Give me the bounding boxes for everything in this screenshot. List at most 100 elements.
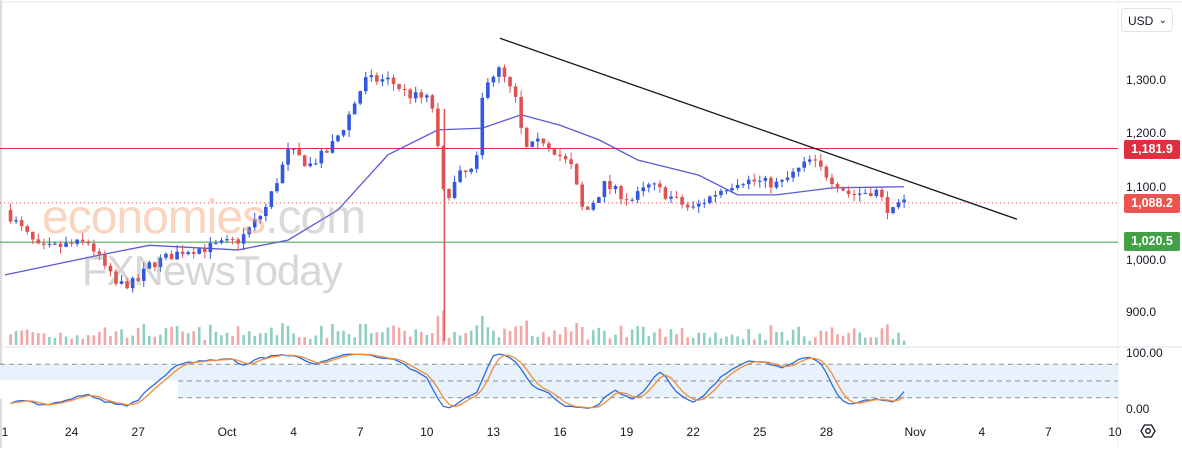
candle-body	[158, 257, 163, 268]
candle-body	[780, 180, 784, 182]
volume-bar	[580, 326, 584, 345]
volume-bar	[636, 326, 639, 345]
volume-bar	[447, 337, 451, 345]
trendline[interactable]	[499, 37, 1018, 220]
candle-body	[696, 203, 701, 207]
candle-body	[25, 226, 29, 232]
volume-bar	[175, 326, 179, 345]
candle-body	[86, 241, 91, 244]
candle-body	[785, 177, 790, 181]
candle-body	[558, 154, 562, 157]
volume-bar	[647, 336, 651, 345]
volume-bar	[730, 334, 734, 345]
volume-bar	[392, 325, 395, 345]
volume-bar	[691, 338, 695, 345]
candle-body	[624, 199, 629, 201]
volume-bar	[203, 340, 207, 345]
volume-bar	[875, 337, 878, 345]
candle-body	[752, 179, 757, 182]
candle-body	[197, 248, 202, 254]
volume-bar	[48, 336, 51, 345]
time-tick-label: 19	[620, 425, 634, 439]
candle-body	[563, 156, 568, 160]
volume-bar	[275, 335, 279, 345]
volume-bar	[320, 325, 323, 345]
volume-bar	[331, 324, 334, 345]
currency-value: USD	[1128, 14, 1154, 28]
volume-bar	[403, 330, 406, 345]
candle-body	[191, 252, 196, 254]
candle-body	[53, 243, 57, 245]
time-tick-label: 10	[420, 425, 434, 439]
candle-body	[441, 146, 446, 189]
settings-icon[interactable]	[1140, 424, 1156, 438]
candle-body	[869, 193, 873, 196]
volume-bar	[442, 310, 445, 345]
candle-body	[42, 243, 46, 245]
price-tick-label: 1,000.0	[1126, 253, 1166, 267]
volume-bar	[569, 331, 573, 345]
candle-body	[308, 163, 313, 167]
candle-body	[630, 199, 634, 201]
candle-body	[286, 149, 290, 165]
time-tick-label: 10	[1108, 425, 1122, 439]
volume-bar	[525, 320, 528, 345]
candle-body	[169, 253, 174, 260]
candle-body	[552, 148, 557, 155]
volume-bar	[714, 332, 717, 345]
candle-body	[702, 202, 707, 204]
volume-bar	[664, 336, 667, 345]
volume-bar	[114, 331, 118, 345]
stochastic-background	[0, 363, 1118, 399]
price-axis[interactable]: 1,300.0 1,200.0 1,100.0 1,000.0 900.0 100.00 0…	[1126, 73, 1166, 416]
candle-body	[352, 103, 357, 115]
volume-bar	[486, 327, 490, 345]
stochastic-d-line	[10, 353, 905, 409]
volume-bar	[419, 331, 423, 345]
candle-body	[114, 271, 118, 284]
candle-body	[763, 177, 768, 181]
candle-body	[347, 114, 351, 131]
candle-body	[830, 177, 834, 185]
candle-body	[724, 190, 729, 192]
volume-bar	[397, 327, 401, 345]
volume-bar	[558, 334, 562, 345]
candle-body	[652, 183, 657, 185]
candle-body	[447, 188, 451, 198]
candle-body	[891, 207, 895, 214]
time-axis[interactable]: 1 24 27 Oct 4 7 10 13 16 19 22 25 28 Nov 4 7 10	[2, 425, 1122, 439]
candle-body	[103, 254, 107, 266]
volume-bar	[725, 336, 728, 345]
volume-bar	[375, 332, 379, 345]
volume-bar	[775, 331, 778, 345]
level-tag-last-price: 1,088.2	[1124, 194, 1180, 213]
candle-body	[796, 167, 801, 172]
candle-body	[841, 188, 845, 191]
candle-body	[275, 183, 279, 192]
candle-body	[136, 278, 140, 281]
volume-bar	[109, 336, 112, 345]
watermark-fxnewstoday: FXNewsToday	[82, 247, 343, 294]
candle-body	[108, 265, 113, 272]
volume-bar	[197, 326, 201, 345]
time-tick-label: 24	[65, 425, 79, 439]
volume-bar	[680, 328, 684, 345]
volume-bar	[464, 333, 467, 345]
candle-body	[674, 196, 679, 198]
volume-bar	[708, 337, 712, 345]
volume-bar	[852, 328, 856, 345]
currency-dropdown[interactable]: USD ⌄	[1121, 8, 1173, 32]
volume-bar	[264, 333, 268, 345]
time-tick-label: 1	[2, 425, 9, 439]
volume-bar	[297, 337, 301, 345]
candle-body	[69, 242, 74, 244]
candle-body	[730, 188, 734, 191]
candle-body	[47, 243, 52, 245]
volume-bar	[292, 333, 295, 345]
candle-body	[264, 206, 268, 217]
candle-body	[258, 216, 263, 220]
volume-bar	[131, 335, 134, 345]
volume-bar	[192, 331, 195, 345]
candle-body	[680, 197, 684, 205]
